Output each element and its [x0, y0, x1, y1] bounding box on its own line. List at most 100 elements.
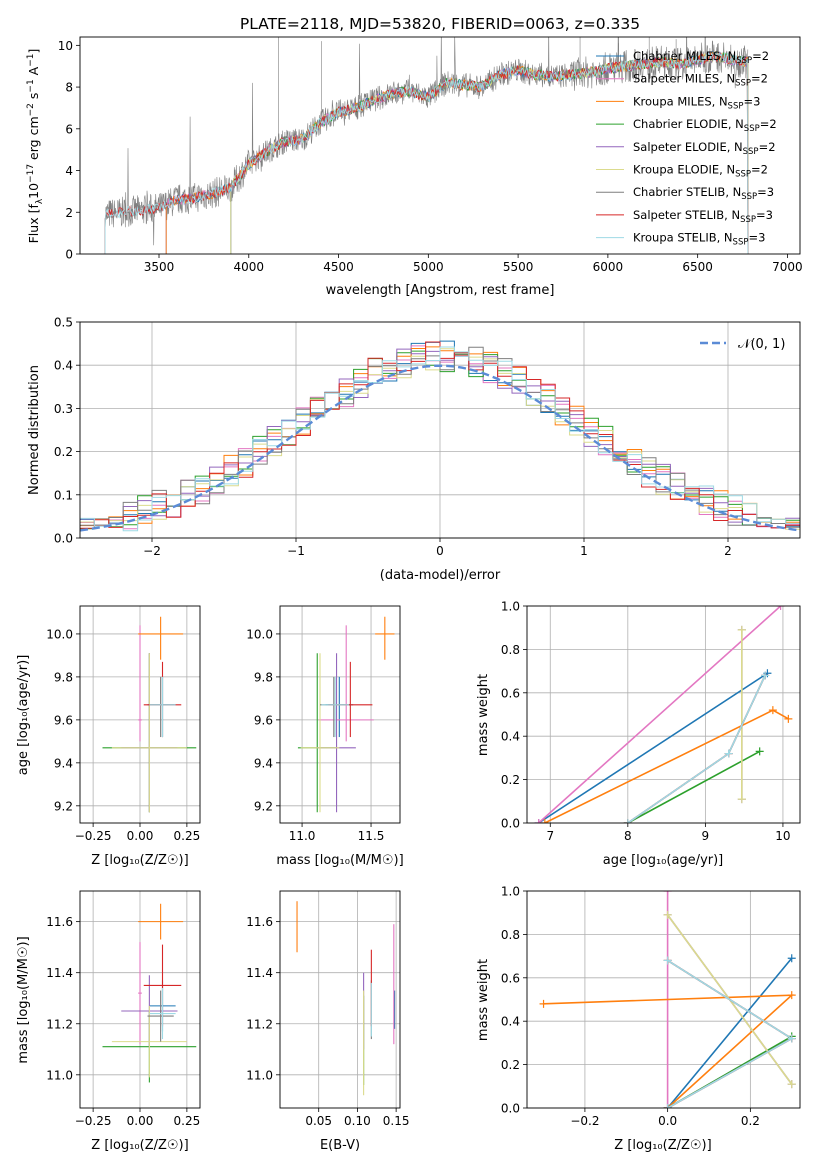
age-vs-mass-xlabel: mass [log₁₀(M/M☉)]: [276, 853, 403, 868]
legend-text: Salpeter ELODIE, N: [633, 140, 743, 154]
spectrum-xtick-label: 6000: [593, 260, 624, 274]
spectrum-xtick-label: 4500: [323, 260, 354, 274]
mass-vs-ebv-ytick-label: 11.2: [246, 1017, 273, 1031]
mass-vs-ebv-ytick-label: 11.4: [246, 966, 273, 980]
spectrum-ytick-label: 10: [58, 39, 73, 53]
weight-vs-age-frame: [526, 605, 801, 824]
weight-vs-age-ssp-marker: [737, 795, 746, 804]
residuals-xtick-label: 2: [724, 544, 732, 558]
legend-subscript: SSP: [736, 56, 752, 66]
weight-vs-age-ssp-line: [627, 675, 766, 823]
mass-vs-Z-frame: [79, 890, 201, 1109]
legend-subscript: SSP: [728, 101, 744, 111]
weight-vs-Z-xtick-label: 0.0: [658, 1114, 677, 1128]
legend-text: Kroupa MILES, N: [633, 94, 728, 108]
weight-vs-age-ytick-label: 0.4: [501, 730, 520, 744]
mass-vs-Z-axes: −0.25 0.00 0.25 11.0 11.2 11.4 11.6 Z [log₁₀(Z/…: [16, 890, 201, 1153]
residuals-ytick-label: 0.4: [54, 359, 73, 373]
age-vs-Z-ytick-label: 9.8: [54, 670, 73, 684]
weight-vs-age-ssp-line: [538, 672, 768, 823]
mass-vs-Z-plot-area: [102, 903, 197, 1083]
age-vs-Z-ytick-label: 9.4: [54, 756, 73, 770]
weight-vs-Z-ytick-label: 0.0: [501, 1102, 520, 1116]
legend-subscript: SSP: [744, 124, 760, 134]
residuals-xtick-label: −1: [287, 544, 305, 558]
mass-vs-Z-ytick-label: 11.4: [46, 966, 73, 980]
residuals-frame: [79, 321, 801, 539]
weight-vs-Z-ssp-marker: [663, 910, 672, 919]
weight-vs-age-xtick-label: 7: [546, 829, 554, 843]
legend-text: Salpeter STELIB, N: [633, 208, 740, 222]
age-vs-Z-xtick-label: 0.00: [127, 829, 154, 843]
age-vs-Z-ytick-label: 9.2: [54, 799, 73, 813]
weight-vs-Z-ssp-marker: [663, 956, 672, 965]
residuals-ytick-label: 0.3: [54, 402, 73, 416]
weight-vs-Z-ytick-label: 0.6: [501, 971, 520, 985]
spectrum-xtick-label: 5500: [503, 260, 534, 274]
weight-vs-Z-plot-area: [539, 891, 796, 1108]
weight-vs-Z-xtick-label: 0.2: [741, 1114, 760, 1128]
weight-vs-age-ytick-label: 0.8: [501, 643, 520, 657]
weight-vs-age-ytick-label: 0.0: [501, 817, 520, 831]
legend-text: Kroupa STELIB, N: [633, 231, 733, 245]
spectrum-xtick-label: 3500: [144, 260, 175, 274]
weight-vs-age-xtick-label: 9: [702, 829, 710, 843]
weight-vs-age-ssp-marker: [768, 706, 777, 715]
mass-vs-Z-xtick-label: 0.25: [174, 1114, 201, 1128]
spectrum-ytick-label: 4: [65, 164, 73, 178]
age-vs-mass-ytick-label: 9.4: [254, 756, 273, 770]
age-vs-Z-frame: [79, 605, 201, 824]
weight-vs-age-ssp-marker: [540, 819, 549, 823]
ylabel-part: λ: [35, 198, 45, 204]
weight-vs-age-ssp-marker: [534, 819, 543, 823]
weight-vs-age-ssp-marker: [623, 819, 632, 823]
mass-vs-ebv-axes: 0.05 0.10 0.15 11.0 11.2 11.4 11.6 E(B-V): [246, 890, 409, 1153]
age-vs-Z-xtick-label: 0.25: [174, 829, 201, 843]
weight-vs-age-ytick-label: 1.0: [501, 600, 520, 614]
legend-tail: =2: [760, 117, 777, 131]
age-vs-Z-plot-area: [102, 616, 197, 813]
weight-vs-age-ssp-line: [544, 709, 789, 823]
weight-vs-age-ssp-marker: [737, 625, 746, 634]
legend-tail: =3: [748, 231, 765, 245]
legend-tail: =3: [757, 185, 774, 199]
age-vs-mass-ytick-label: 10.0: [246, 627, 273, 641]
weight-vs-Z-ssp-marker: [663, 1104, 672, 1108]
spectrum-frame: [79, 36, 801, 255]
legend-text: Chabrier MILES, N: [633, 49, 736, 63]
weight-vs-Z-axes: −0.2 0.0 0.2 0.0 0.2 0.4 0.6 0.8 1.0 Z [log₁₀(Z/Z…: [476, 885, 801, 1153]
legend-entry-label: 𝒩(0, 1): [738, 337, 785, 352]
legend-text: Chabrier STELIB, N: [633, 185, 741, 199]
legend-entry-label: Kroupa ELODIE, NSSP=2: [633, 163, 768, 180]
weight-vs-Z-ssp-marker: [787, 991, 796, 1000]
residuals-axes: −2 −1 0 1 2 0.0 0.1 0.2 0.3 0.4 0.5 (data-model)/er…: [27, 316, 801, 583]
weight-vs-Z-ytick-label: 0.4: [501, 1015, 520, 1029]
ylabel-part: erg cm: [26, 116, 41, 164]
weight-vs-Z-ylabel: mass weight: [476, 959, 491, 1041]
mass-vs-ebv-plot-area: [296, 901, 396, 1096]
weight-vs-age-ytick-label: 0.2: [501, 773, 520, 787]
legend-entry-label: Chabrier MILES, NSSP=2: [633, 49, 769, 66]
age-vs-mass-xtick-label: 11.0: [289, 829, 316, 843]
legend-subscript: SSP: [740, 215, 756, 225]
ylabel-part: −1: [26, 54, 36, 67]
mass-vs-ebv-ytick-label: 11.6: [246, 915, 273, 929]
mass-vs-Z-ytick-label: 11.2: [46, 1017, 73, 1031]
age-vs-Z-ytick-label: 9.6: [54, 713, 73, 727]
legend-subscript: SSP: [735, 170, 751, 180]
ylabel-part: Flux [f: [26, 204, 41, 244]
age-vs-mass-frame: [279, 605, 401, 824]
mass-vs-Z-ylabel: mass [log₁₀(M/M☉)]: [16, 936, 31, 1063]
residuals-ytick-label: 0.5: [54, 316, 73, 330]
mass-vs-Z-xtick-label: −0.25: [75, 1114, 112, 1128]
spectrum-data-line: [104, 37, 749, 246]
weight-vs-age-ssp-marker: [761, 671, 770, 680]
residuals-ytick-label: 0.0: [54, 532, 73, 546]
spectrum-title: PLATE=2118, MJD=53820, FIBERID=0063, z=0…: [240, 15, 640, 33]
spectrum-xtick-label: 5000: [413, 260, 444, 274]
legend-tail: =3: [756, 208, 773, 222]
ylabel-part: s: [26, 93, 41, 104]
legend-tail: =2: [751, 72, 768, 86]
spectrum-ytick-label: 6: [65, 122, 73, 136]
legend-entry-label: Kroupa STELIB, NSSP=3: [633, 231, 765, 248]
